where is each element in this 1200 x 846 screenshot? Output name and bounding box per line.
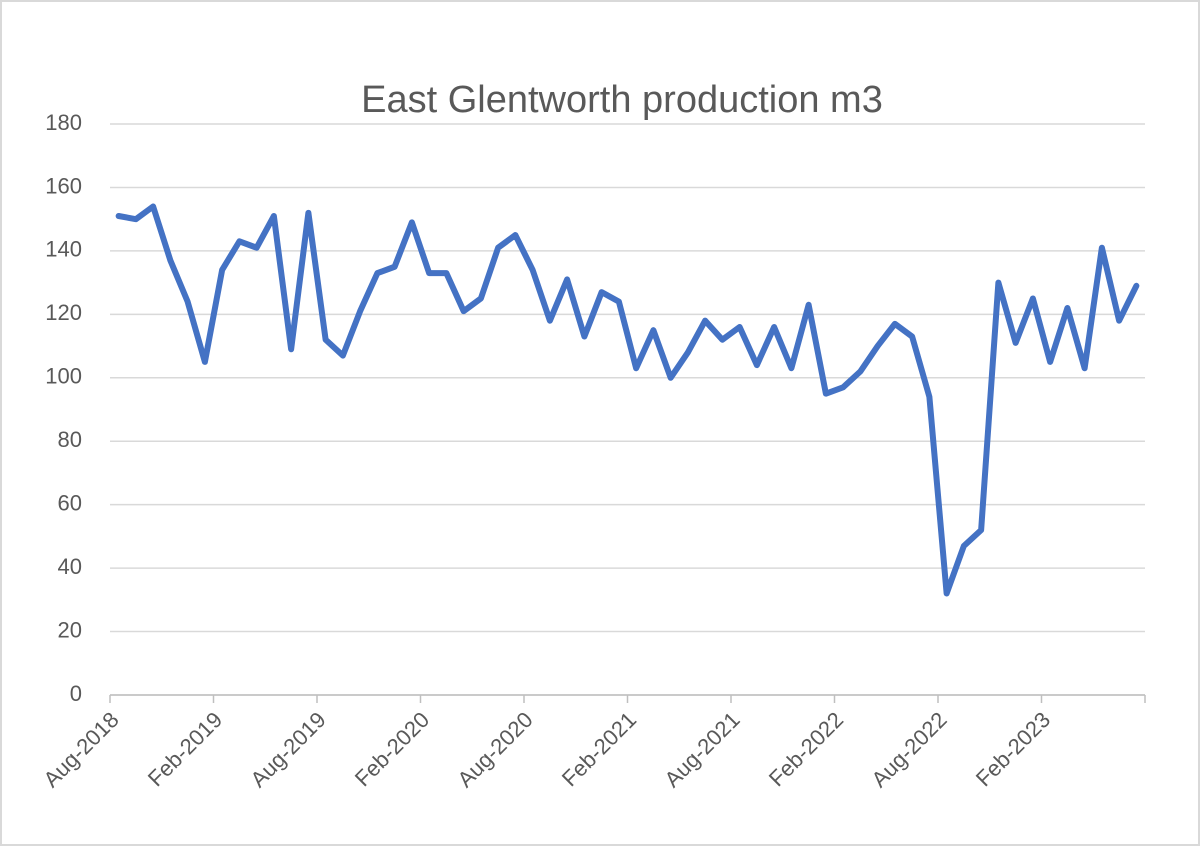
y-tick-label: 160 [45,173,82,198]
chart-title: East Glentworth production m3 [361,79,883,121]
y-tick-label: 0 [70,681,82,706]
y-tick-label: 80 [58,427,82,452]
y-tick-label: 120 [45,300,82,325]
y-tick-label: 40 [58,554,82,579]
line-series [115,203,1140,597]
y-tick-label: 140 [45,237,82,262]
y-tick-label: 60 [58,490,82,515]
y-tick-label: 100 [45,364,82,389]
y-tick-label: 180 [45,110,82,135]
y-tick-label: 20 [58,617,82,642]
